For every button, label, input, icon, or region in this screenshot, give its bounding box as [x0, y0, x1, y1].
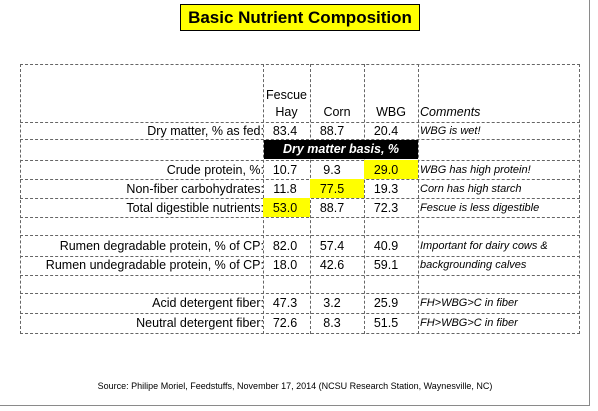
cell-wbg: 51.5 [373, 316, 399, 330]
row-divider [20, 256, 580, 257]
cell-comment: Fescue is less digestible [420, 202, 540, 214]
row-divider [20, 160, 580, 161]
cell-wbg: 25.9 [373, 296, 399, 310]
cell-wbg: 29.0 [373, 163, 399, 177]
row-label: Rumen degradable protein, % of CP: [59, 239, 264, 253]
cell-fescue: 11.8 [273, 182, 297, 196]
nutrient-table [20, 64, 580, 334]
cell-wbg: 59.1 [373, 258, 399, 272]
row-label: Neutral detergent fiber: [136, 316, 264, 330]
col-header-corn: Corn [323, 105, 351, 119]
row-label: Rumen undegradable protein, % of CP: [45, 258, 264, 272]
row-label: Non-fiber carbohydrates: [126, 182, 264, 196]
column-divider [418, 64, 419, 334]
row-divider [20, 122, 580, 123]
frame-border-right [589, 0, 590, 405]
row-label: Crude protein, %: [166, 163, 264, 177]
row-label: Dry matter, % as fed: [147, 124, 264, 138]
cell-corn: 57.4 [319, 239, 345, 253]
cell-corn: 8.3 [323, 316, 341, 330]
row-label: Acid detergent fiber: [152, 296, 264, 310]
cell-corn: 42.6 [319, 258, 345, 272]
cell-wbg: 19.3 [373, 182, 399, 196]
page-title: Basic Nutrient Composition [180, 4, 420, 31]
cell-comment: WBG is wet! [420, 125, 481, 137]
cell-comment: FH>WBG>C in fiber [420, 317, 518, 329]
cell-wbg: 20.4 [373, 124, 399, 138]
cell-fescue: 72.6 [272, 316, 298, 330]
row-divider [20, 275, 580, 276]
col-header-fescue-line2: Hay [275, 105, 298, 119]
highlight-wbg-protein [364, 160, 418, 179]
cell-corn: 9.3 [323, 163, 341, 177]
cell-fescue: 10.7 [272, 163, 298, 177]
cell-fescue: 53.0 [272, 201, 298, 215]
highlight-corn-nfc [310, 179, 364, 198]
col-header-fescue: Fescue Hay [263, 87, 310, 121]
cell-comment: FH>WBG>C in fiber [420, 297, 518, 309]
col-header-comments: Comments [420, 105, 481, 119]
cell-comment: WBG has high protein! [420, 164, 531, 176]
dry-matter-basis-banner: Dry matter basis, % [264, 140, 418, 159]
source-citation: Source: Philipe Moriel, Feedstuffs, Nove… [97, 381, 493, 391]
frame-border-bottom [0, 405, 590, 406]
column-divider [364, 64, 365, 334]
row-divider [20, 313, 580, 314]
highlight-fescue-tdn [263, 198, 310, 217]
row-label: Total digestible nutrients: [126, 201, 264, 215]
cell-corn: 88.7 [319, 201, 345, 215]
column-divider [310, 64, 311, 334]
col-header-fescue-line1: Fescue [266, 88, 307, 102]
cell-fescue: 82.0 [272, 239, 298, 253]
col-header-wbg: WBG [376, 105, 406, 119]
row-divider [20, 235, 580, 236]
row-divider [20, 179, 580, 180]
cell-comment: backgrounding calves [420, 259, 527, 271]
row-divider [20, 139, 580, 140]
cell-fescue: 47.3 [272, 296, 298, 310]
cell-corn: 3.2 [323, 296, 341, 310]
cell-wbg: 40.9 [373, 239, 399, 253]
cell-comment: Corn has high starch [420, 183, 522, 195]
cell-wbg: 72.3 [373, 201, 399, 215]
row-divider [20, 293, 580, 294]
cell-fescue: 83.4 [272, 124, 298, 138]
cell-corn: 77.5 [319, 182, 345, 196]
cell-corn: 88.7 [319, 124, 345, 138]
cell-fescue: 18.0 [272, 258, 298, 272]
cell-comment: Important for dairy cows & [420, 240, 548, 252]
row-divider [20, 217, 580, 218]
